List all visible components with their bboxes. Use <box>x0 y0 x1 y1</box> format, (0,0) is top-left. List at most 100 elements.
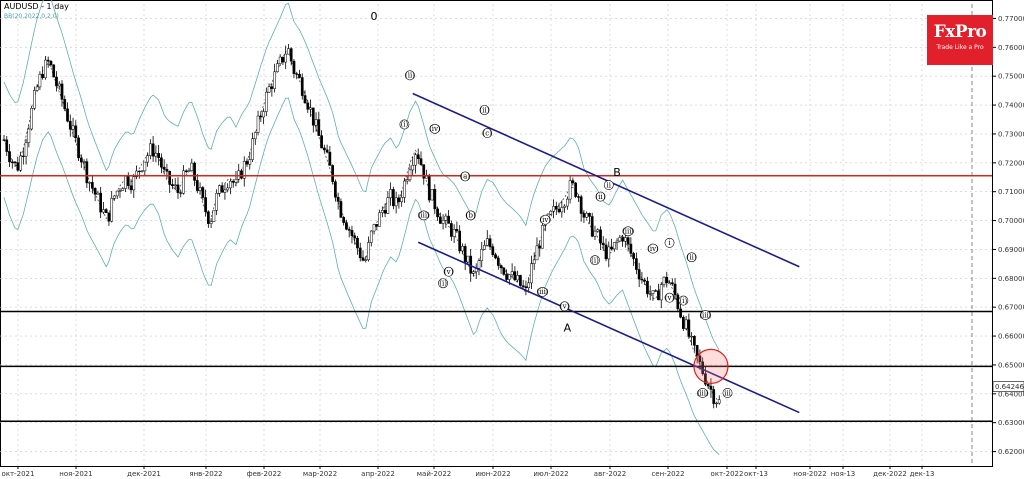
candle-body <box>187 170 191 172</box>
candle-body <box>201 187 205 198</box>
candle-body <box>55 76 58 87</box>
candle-body <box>44 59 47 78</box>
candle-body <box>485 238 489 246</box>
wave-label-circle <box>603 180 614 190</box>
candle-body <box>292 60 296 74</box>
x-tick-label: дек-2022 <box>873 470 907 478</box>
candle-body <box>325 149 329 153</box>
candle-body <box>593 230 597 237</box>
candle-body <box>267 86 271 93</box>
candle-body <box>461 246 464 252</box>
wave-label-minor: (iii) <box>697 389 709 397</box>
candle-body <box>367 242 370 261</box>
candle-body <box>353 235 357 239</box>
candle-body <box>405 179 409 182</box>
wave-label-minor: (iii) <box>418 212 430 220</box>
candle-body <box>601 242 605 246</box>
candle-body <box>422 164 426 179</box>
wave-label-circle <box>465 210 476 221</box>
candle-body <box>33 90 36 109</box>
x-tick-label: окт-2021 <box>2 470 35 478</box>
candle-body <box>27 128 31 143</box>
candle-body <box>160 157 163 168</box>
candle-body <box>364 259 368 261</box>
wave-label-minor: (b) <box>466 212 476 220</box>
breakout-highlight <box>693 348 729 384</box>
candle-body <box>372 224 376 232</box>
candle-body <box>673 283 677 296</box>
candle-body <box>328 151 332 166</box>
brand-tagline: Trade Like a Pro <box>936 44 984 51</box>
candle-body <box>690 336 693 338</box>
candle-body <box>588 213 591 217</box>
brand-name: FxPro <box>933 22 987 42</box>
candle-body <box>563 205 566 208</box>
candle-body <box>102 209 105 213</box>
candle-body <box>715 402 718 405</box>
candle-body <box>35 86 39 91</box>
candle-body <box>242 161 246 179</box>
candle-body <box>220 185 224 193</box>
wave-label-circle <box>460 171 471 182</box>
candle-body <box>248 159 252 165</box>
candle-body <box>510 271 514 276</box>
candle-body <box>198 187 202 191</box>
candle-body <box>276 63 279 73</box>
candle-body <box>256 115 260 133</box>
candle-body <box>345 222 348 230</box>
wave-label-circle <box>537 286 548 297</box>
candle-body <box>582 213 586 218</box>
candle-body <box>317 119 321 136</box>
candle-body <box>356 237 359 249</box>
x-tick-label: авг-2022 <box>594 470 626 478</box>
candle-body <box>204 197 207 212</box>
candle-body <box>684 319 688 329</box>
candle-body <box>632 253 635 259</box>
chart-grid <box>0 0 993 467</box>
wave-label-circle <box>686 252 697 263</box>
candle-body <box>596 229 600 232</box>
x-tick-label: дек-2021 <box>127 470 161 478</box>
x-tick-label: окт-2022 <box>711 470 744 478</box>
wave-label-circle <box>418 210 429 221</box>
candle-body <box>599 229 602 244</box>
candle-body <box>369 230 373 243</box>
candle-body <box>223 189 227 193</box>
candle-body <box>585 213 589 218</box>
wave-label-minor: (iv) <box>647 245 659 253</box>
wave-label-minor: (iii) <box>536 288 548 296</box>
x-tick-label: июл-2022 <box>533 470 568 478</box>
candle-body <box>670 282 674 285</box>
candle-body <box>693 336 696 346</box>
candle-body <box>392 189 395 207</box>
candle-body <box>450 223 453 237</box>
candle-body <box>5 139 9 152</box>
x-tick-label: фев-2022 <box>247 470 282 478</box>
candle-body <box>568 180 572 200</box>
candle-body <box>314 119 318 126</box>
candle-body <box>535 245 539 261</box>
candle-body <box>146 155 149 163</box>
candle-body <box>419 158 423 165</box>
candle-body <box>336 197 340 202</box>
wave-label-major: 0 <box>371 10 378 23</box>
wave-label-circle <box>648 243 658 254</box>
candle-body <box>640 278 644 281</box>
wave-label-minor: (i) <box>439 280 447 288</box>
candle-body <box>309 107 312 110</box>
x-tick-label: май-2022 <box>417 470 451 478</box>
candle-body <box>88 182 91 184</box>
candle-body <box>165 169 169 172</box>
candle-body <box>311 107 315 126</box>
candle-body <box>527 282 531 288</box>
candle-body <box>107 212 111 222</box>
candle-body <box>135 170 138 178</box>
candle-body <box>466 255 470 263</box>
